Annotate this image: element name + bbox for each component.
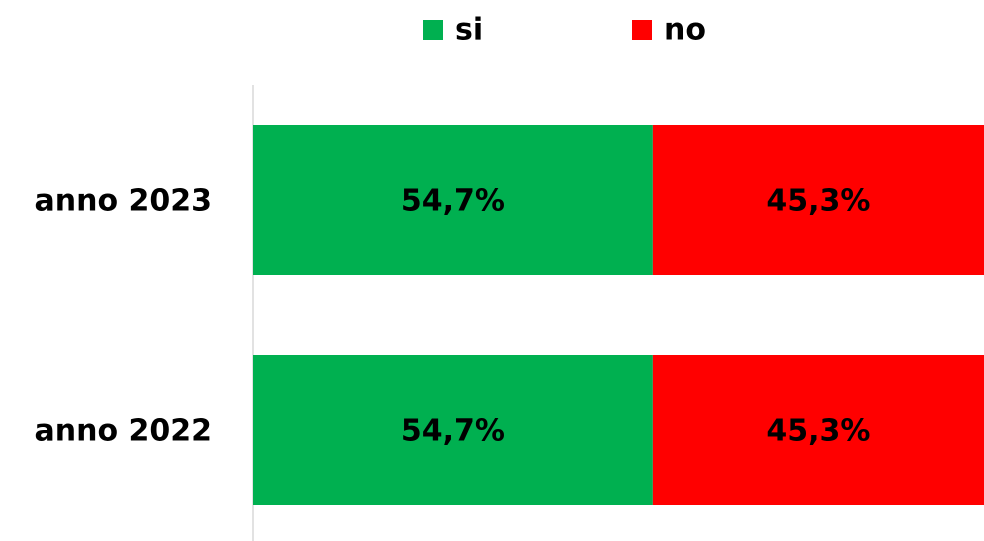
legend-swatch	[423, 20, 443, 40]
bar-segment	[652, 355, 984, 505]
bar-segment	[652, 125, 984, 275]
legend-label: no	[664, 13, 706, 48]
category-label: anno 2023	[34, 184, 212, 219]
legend-label: si	[455, 13, 483, 48]
category-label: anno 2022	[34, 414, 212, 449]
bar-segment	[253, 125, 653, 275]
bar-segment	[253, 355, 653, 505]
legend-swatch	[632, 20, 652, 40]
value-label: 45,3%	[766, 184, 870, 219]
value-label: 45,3%	[766, 414, 870, 449]
value-label: 54,7%	[401, 184, 505, 219]
value-label: 54,7%	[401, 414, 505, 449]
